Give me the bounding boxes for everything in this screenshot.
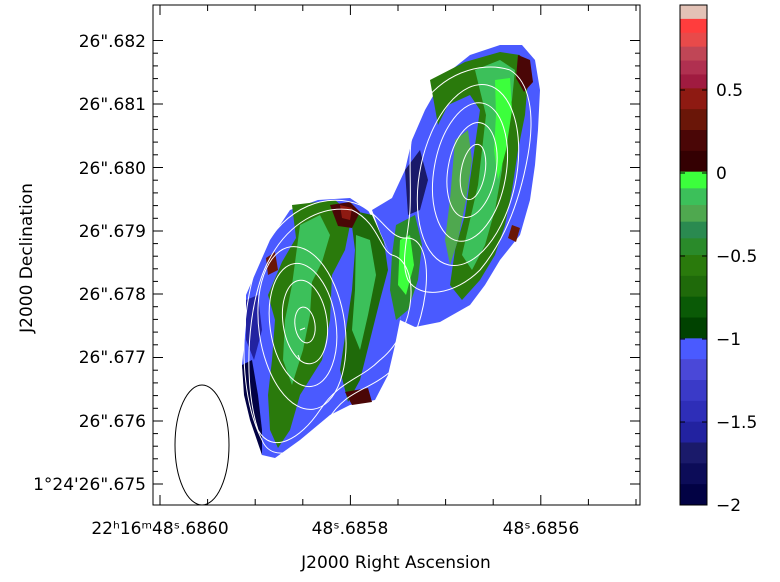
y-axis-label: J2000 Declination (17, 183, 37, 334)
colorbar-tick-label: −0.5 (716, 247, 757, 267)
colorbar-swatch (680, 171, 707, 189)
x-axis-label: J2000 Right Ascension (300, 553, 491, 573)
colorbar-tick-label: 0.5 (716, 81, 743, 101)
y-tick-label: 26".681 (79, 95, 146, 115)
x-axis-tick-labels: 22ʰ16ᵐ48ˢ.6860 48ˢ.6858 48ˢ.6856 (91, 519, 579, 539)
colorbar-tick-label: −2 (716, 496, 741, 516)
plot-frame (152, 4, 641, 506)
colorbar-tick-label: 0 (716, 164, 727, 184)
beam-ellipse (174, 384, 230, 506)
colorbar: 0.5 0 −0.5 −1 −1.5 −2 (679, 4, 757, 516)
green-structures (268, 52, 528, 448)
colorbar-swatch (680, 150, 707, 173)
colorbar-swatch (680, 88, 707, 110)
y-tick-label: 26".678 (79, 285, 146, 305)
colorbar-swatch (680, 109, 707, 131)
x-tick-label: 48ˢ.6856 (503, 519, 580, 539)
colorbar-swatch (680, 338, 707, 360)
colorbar-swatch (680, 484, 707, 506)
intensity-contours (243, 66, 532, 454)
x-tick-label: 22ʰ16ᵐ48ˢ.6860 (91, 519, 228, 539)
colorbar-swatch (680, 238, 707, 256)
colorbar-swatch (680, 359, 707, 381)
colorbar-swatch (680, 130, 707, 152)
colorbar-swatch (680, 60, 707, 75)
colorbar-swatch (680, 400, 707, 423)
colorbar-swatch (680, 317, 707, 339)
y-tick-label: 26".682 (79, 32, 146, 52)
colorbar-swatch (680, 32, 707, 48)
x-tick-label: 48ˢ.6858 (312, 519, 389, 539)
red-patches (266, 55, 533, 405)
colorbar-swatch (680, 188, 707, 206)
colorbar-swatch (680, 463, 707, 485)
colorbar-swatch (680, 18, 707, 34)
y-tick-label: 26".679 (79, 222, 146, 242)
y-tick-label: 1°24'26".675 (33, 475, 146, 495)
colorbar-ticks (680, 89, 707, 423)
colorbar-tick-labels: 0.5 0 −0.5 −1 −1.5 −2 (716, 81, 757, 516)
colorbar-tick-label: −1 (716, 330, 741, 350)
colorbar-swatch (680, 275, 707, 298)
map-image (242, 45, 540, 458)
colorbar-swatch (680, 205, 707, 223)
colorbar-swatch (680, 421, 707, 443)
axis-ticks (153, 5, 640, 505)
y-tick-label: 26".680 (79, 159, 146, 179)
colorbar-swatch (680, 221, 707, 239)
colorbar-swatch (680, 46, 707, 62)
colorbar-bands (680, 5, 707, 506)
colorbar-swatch (680, 442, 707, 464)
y-axis-tick-labels: 1°24'26".675 26".676 26".677 26".678 26"… (33, 32, 146, 495)
y-tick-label: 26".677 (79, 348, 146, 368)
colorbar-swatch (680, 74, 707, 89)
y-tick-label: 26".676 (79, 412, 146, 432)
colorbar-swatch (680, 380, 707, 402)
colorbar-swatch (680, 5, 707, 20)
colorbar-frame (679, 4, 708, 506)
colorbar-swatch (680, 255, 707, 277)
colorbar-swatch (680, 296, 707, 318)
colorbar-tick-label: −1.5 (716, 413, 757, 433)
